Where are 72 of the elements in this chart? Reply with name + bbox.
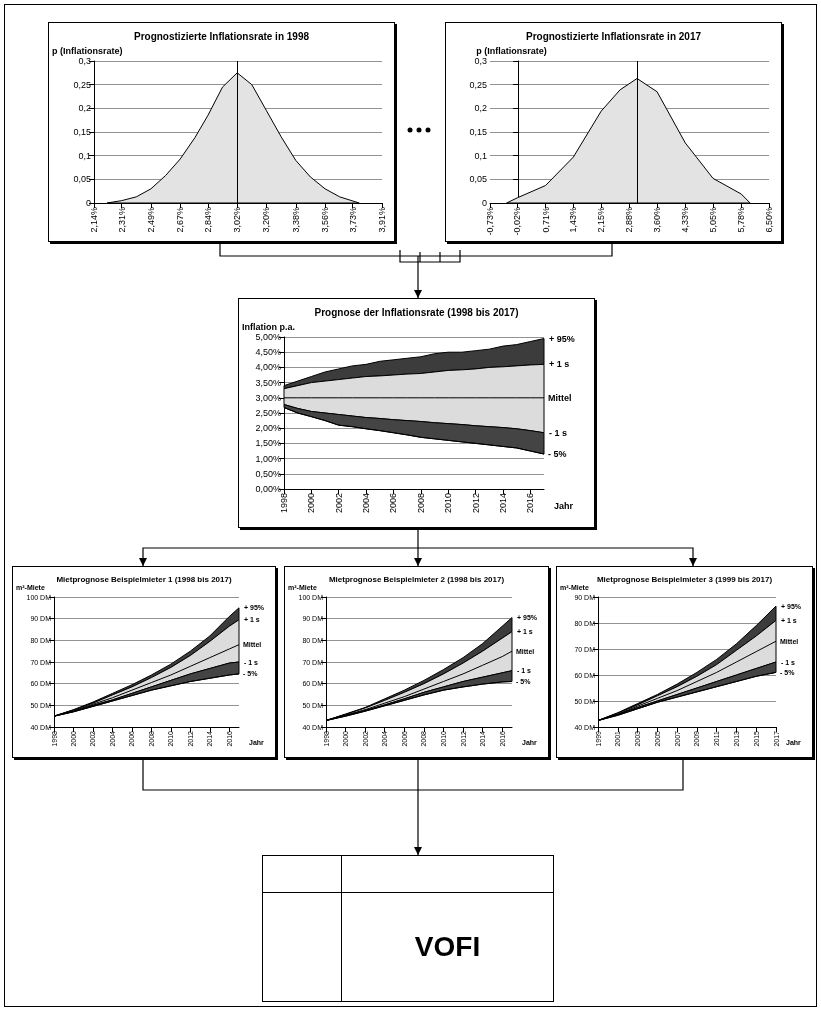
x-tick-label: 2004 (361, 493, 372, 514)
x-tick-label: 2002 (333, 493, 344, 514)
x-tick-label: 2008 (415, 493, 426, 514)
x-tick-label: 2,67% (175, 207, 186, 233)
x-tick-label: 2,15% (596, 207, 607, 233)
x-tick-label: 2,14% (89, 207, 99, 233)
y-tick-label: 0,25 (73, 79, 91, 90)
x-tick-label: 4,33% (680, 207, 691, 233)
y-tick-label: 1,50% (255, 438, 281, 449)
x-tick-label: 2,31% (116, 207, 127, 233)
y-tick-label: 2,50% (255, 408, 281, 418)
chart-title: Mietprognose Beispielmieter 2 (1998 bis 2017) (328, 574, 505, 584)
y-axis-title: p (Inflationsrate) (476, 45, 547, 56)
y-tick-label: 2,00% (255, 423, 281, 434)
text: VOFI (413, 930, 482, 964)
x-tick-label: 2,88% (624, 207, 635, 233)
series-label: Mittel (548, 392, 572, 403)
x-tick-label: 5,78% (736, 207, 747, 233)
x-tick-label: 2016 (525, 493, 536, 514)
series-label: - 1 s (549, 427, 568, 438)
chart-title: Mietprognose Beispielmieter 3 (1999 bis 2017) (596, 574, 773, 584)
x-tick-label: 3,60% (652, 207, 663, 233)
x-tick-label: 2014 (497, 493, 508, 514)
x-tick-label: 2,49% (145, 207, 156, 233)
y-tick-label: 0,50% (255, 468, 281, 479)
y-tick-label: 0,3 (78, 56, 91, 66)
y-tick-label: 0,2 (78, 103, 91, 114)
y-tick-label: 0 (481, 198, 487, 208)
x-tick-label: 3,02% (232, 207, 243, 233)
series-label: - 5% (548, 449, 567, 460)
chart-title: Prognostizierte Inflationsrate in 2017 (525, 30, 702, 42)
x-tick-label: 2010 (443, 493, 454, 514)
y-tick-label: 1,00% (255, 453, 281, 464)
chart-title: Mietprognose Beispielmieter 1 (1998 bis 2017) (56, 574, 232, 584)
x-tick-label: -0,73% (485, 207, 495, 236)
y-tick-label: 0,15 (73, 127, 91, 137)
x-tick-label: 2000 (306, 493, 317, 514)
y-tick-label: 0,1 (474, 150, 487, 161)
x-tick-label: 2,84% (202, 207, 213, 233)
x-tick-label: 3,56% (320, 207, 331, 233)
x-tick-label: 1998 (279, 493, 289, 514)
x-tick-label: 1,43% (568, 207, 579, 233)
x-tick-label: 2006 (388, 493, 399, 514)
x-tick-label: 3,91% (377, 207, 387, 233)
y-tick-label: 0,25 (469, 79, 487, 90)
y-tick-label: 0,05 (73, 174, 91, 185)
y-tick-label: 0,00% (255, 484, 281, 494)
y-tick-label: 3,50% (255, 377, 281, 388)
x-tick-label: 3,38% (290, 207, 301, 233)
y-tick-label: 0,15 (469, 127, 487, 137)
chart-title: Prognostizierte Inflationsrate in 1998 (133, 30, 310, 42)
y-axis-title: p (Inflationsrate) (52, 45, 123, 56)
x-axis-title: Jahr (554, 500, 574, 511)
y-tick-label: 3,00% (255, 392, 281, 403)
y-tick-label: 5,00% (255, 332, 281, 342)
x-tick-label: 6,50% (764, 207, 774, 233)
x-tick-label: 2012 (470, 493, 481, 514)
y-tick-label: 0,05 (469, 174, 487, 185)
x-tick-label: 3,20% (261, 207, 272, 233)
x-tick-label: 5,05% (708, 207, 719, 233)
series-label: + 1 s (549, 359, 570, 370)
chart-title: Prognose der Inflationsrate (1998 bis 2017) (314, 306, 519, 318)
y-tick-label: 4,50% (255, 347, 281, 358)
y-tick-label: 0,1 (78, 150, 91, 161)
series-label: + 95% (549, 333, 575, 344)
x-tick-label: 0,71% (540, 207, 551, 233)
y-tick-label: 0,3 (474, 56, 487, 66)
y-tick-label: 0,2 (474, 103, 487, 114)
x-tick-label: 3,73% (347, 207, 358, 233)
x-tick-label: -0,02% (512, 207, 523, 236)
y-axis-title: Inflation p.a. (242, 321, 295, 332)
y-tick-label: 4,00% (255, 362, 281, 373)
